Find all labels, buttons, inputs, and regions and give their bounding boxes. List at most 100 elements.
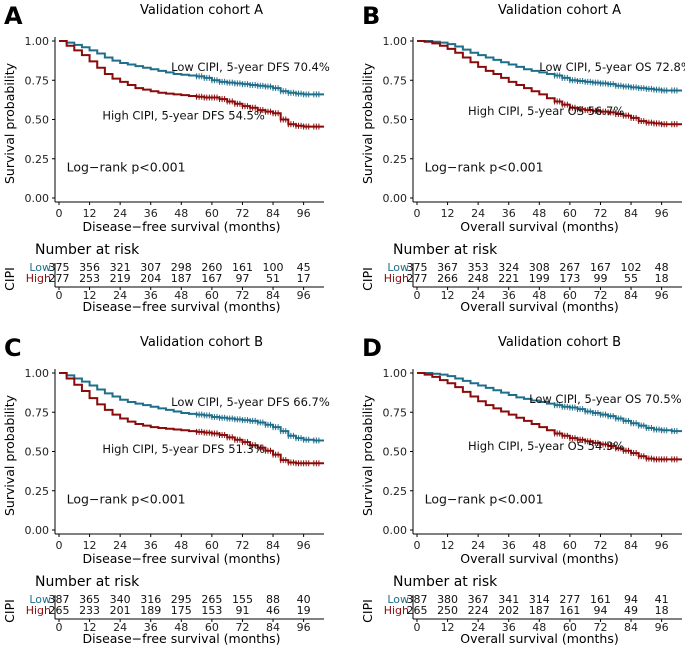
- high-cipi-annotation: High CIPI, 5-year DFS 51.3%: [102, 442, 265, 456]
- panel-label: C: [4, 334, 22, 362]
- risk-count: 155: [232, 593, 253, 606]
- risk-x-tick-label: 96: [655, 621, 669, 634]
- y-axis-label: Survival probability: [2, 62, 17, 184]
- risk-x-tick-label: 84: [266, 289, 280, 302]
- risk-x-tick-label: 96: [297, 621, 311, 634]
- panel-label: D: [362, 334, 382, 362]
- risk-x-axis-label: Overall survival (months): [460, 299, 618, 314]
- risk-x-tick-label: 84: [266, 621, 280, 634]
- low-cipi-annotation: Low CIPI, 5-year DFS 70.4%: [171, 60, 330, 74]
- risk-count: 265: [201, 593, 222, 606]
- risk-row-label-low: Low: [29, 593, 51, 606]
- panel-A: A Validation cohort A 0.00 0.25 0.50 0.75 1.00…: [2, 2, 330, 314]
- risk-table-title: Number at risk: [35, 242, 140, 258]
- y-tick-label: 0.50: [25, 446, 50, 459]
- risk-count: 295: [171, 593, 192, 606]
- x-tick-label: 84: [624, 207, 638, 220]
- y-tick-label: 1.00: [25, 35, 50, 48]
- x-tick-label: 60: [205, 539, 219, 552]
- risk-x-tick-label: 12: [83, 621, 97, 634]
- x-tick-label: 60: [563, 539, 577, 552]
- risk-x-axis-label: Overall survival (months): [460, 631, 618, 646]
- y-tick-label: 0.00: [383, 192, 408, 205]
- risk-x-tick-label: 36: [144, 621, 158, 634]
- x-tick-label: 0: [414, 539, 421, 552]
- risk-x-tick-label: 48: [174, 289, 188, 302]
- x-tick-label: 12: [83, 539, 97, 552]
- y-tick-label: 0.75: [383, 74, 408, 87]
- x-tick-label: 72: [593, 207, 607, 220]
- risk-table-title: Number at risk: [393, 242, 498, 258]
- risk-x-tick-label: 0: [56, 289, 63, 302]
- risk-count: 18: [655, 272, 669, 285]
- risk-count: 161: [590, 593, 611, 606]
- risk-x-tick-label: 60: [563, 621, 577, 634]
- risk-count: 99: [593, 272, 607, 285]
- panel-B: B Validation cohort A 0.00 0.25 0.50 0.75 1.00…: [360, 2, 685, 314]
- risk-count: 161: [232, 261, 253, 274]
- x-tick-label: 84: [266, 207, 280, 220]
- y-tick-label: 1.00: [383, 367, 408, 380]
- series-line-high: [417, 372, 682, 461]
- risk-count: 102: [621, 261, 642, 274]
- logrank-pvalue: Log−rank p<0.001: [425, 491, 544, 506]
- chart-title: Validation cohort B: [498, 335, 621, 350]
- y-axis-label: Survival probability: [360, 62, 375, 184]
- x-axis-label: Overall survival (months): [460, 219, 618, 234]
- risk-x-tick-label: 24: [471, 289, 485, 302]
- risk-count: 51: [266, 272, 280, 285]
- x-tick-label: 60: [205, 207, 219, 220]
- high-cipi-annotation: High CIPI, 5-year OS 54.3%: [468, 439, 624, 453]
- risk-x-tick-label: 60: [205, 621, 219, 634]
- risk-x-tick-label: 0: [414, 289, 421, 302]
- y-tick-label: 0.50: [383, 114, 408, 127]
- risk-row-label-high: High: [384, 272, 409, 285]
- panel-label: B: [362, 2, 380, 30]
- risk-count: 265: [407, 604, 428, 617]
- risk-count: 45: [297, 261, 311, 274]
- risk-x-tick-label: 72: [235, 289, 249, 302]
- risk-row-label-low: Low: [29, 261, 51, 274]
- risk-row-label-low: Low: [387, 261, 409, 274]
- risk-x-axis-label: Disease−free survival (months): [82, 631, 280, 646]
- censor-marks-low: [554, 72, 678, 94]
- risk-row-label-high: High: [26, 604, 51, 617]
- risk-x-tick-label: 12: [83, 289, 97, 302]
- x-tick-label: 60: [563, 207, 577, 220]
- x-tick-label: 36: [502, 539, 516, 552]
- risk-count: 221: [498, 272, 519, 285]
- risk-x-tick-label: 24: [113, 289, 127, 302]
- y-tick-label: 0.50: [25, 114, 50, 127]
- risk-count: 375: [49, 261, 70, 274]
- x-tick-label: 48: [532, 207, 546, 220]
- x-tick-label: 36: [144, 539, 158, 552]
- risk-x-tick-label: 72: [593, 289, 607, 302]
- risk-count: 341: [498, 593, 519, 606]
- x-tick-label: 24: [471, 207, 485, 220]
- y-tick-label: 0.00: [25, 524, 50, 537]
- risk-count: 100: [263, 261, 284, 274]
- risk-axis-label: CIPI: [360, 599, 375, 623]
- x-axis-label: Disease−free survival (months): [82, 219, 280, 234]
- risk-count: 277: [49, 272, 70, 285]
- risk-count: 167: [201, 272, 222, 285]
- panel-C: C Validation cohort B 0.00 0.25 0.50 0.75 1.00…: [2, 334, 330, 646]
- risk-count: 367: [468, 593, 489, 606]
- risk-x-tick-label: 48: [174, 621, 188, 634]
- chart-title: Validation cohort A: [498, 3, 621, 18]
- x-tick-label: 0: [56, 207, 63, 220]
- risk-count: 316: [140, 593, 161, 606]
- x-axis-label: Disease−free survival (months): [82, 551, 280, 566]
- logrank-pvalue: Log−rank p<0.001: [67, 491, 186, 506]
- risk-x-tick-label: 60: [205, 289, 219, 302]
- risk-count: 314: [529, 593, 550, 606]
- censor-marks-high: [196, 93, 320, 130]
- risk-count: 233: [79, 604, 100, 617]
- risk-count: 17: [297, 272, 311, 285]
- censor-marks-high: [554, 430, 678, 463]
- high-cipi-annotation: High CIPI, 5-year DFS 54.5%: [102, 109, 265, 123]
- risk-axis-label: CIPI: [2, 267, 17, 291]
- risk-row-label-low: Low: [387, 593, 409, 606]
- risk-axis-label: CIPI: [360, 267, 375, 291]
- risk-count: 199: [529, 272, 550, 285]
